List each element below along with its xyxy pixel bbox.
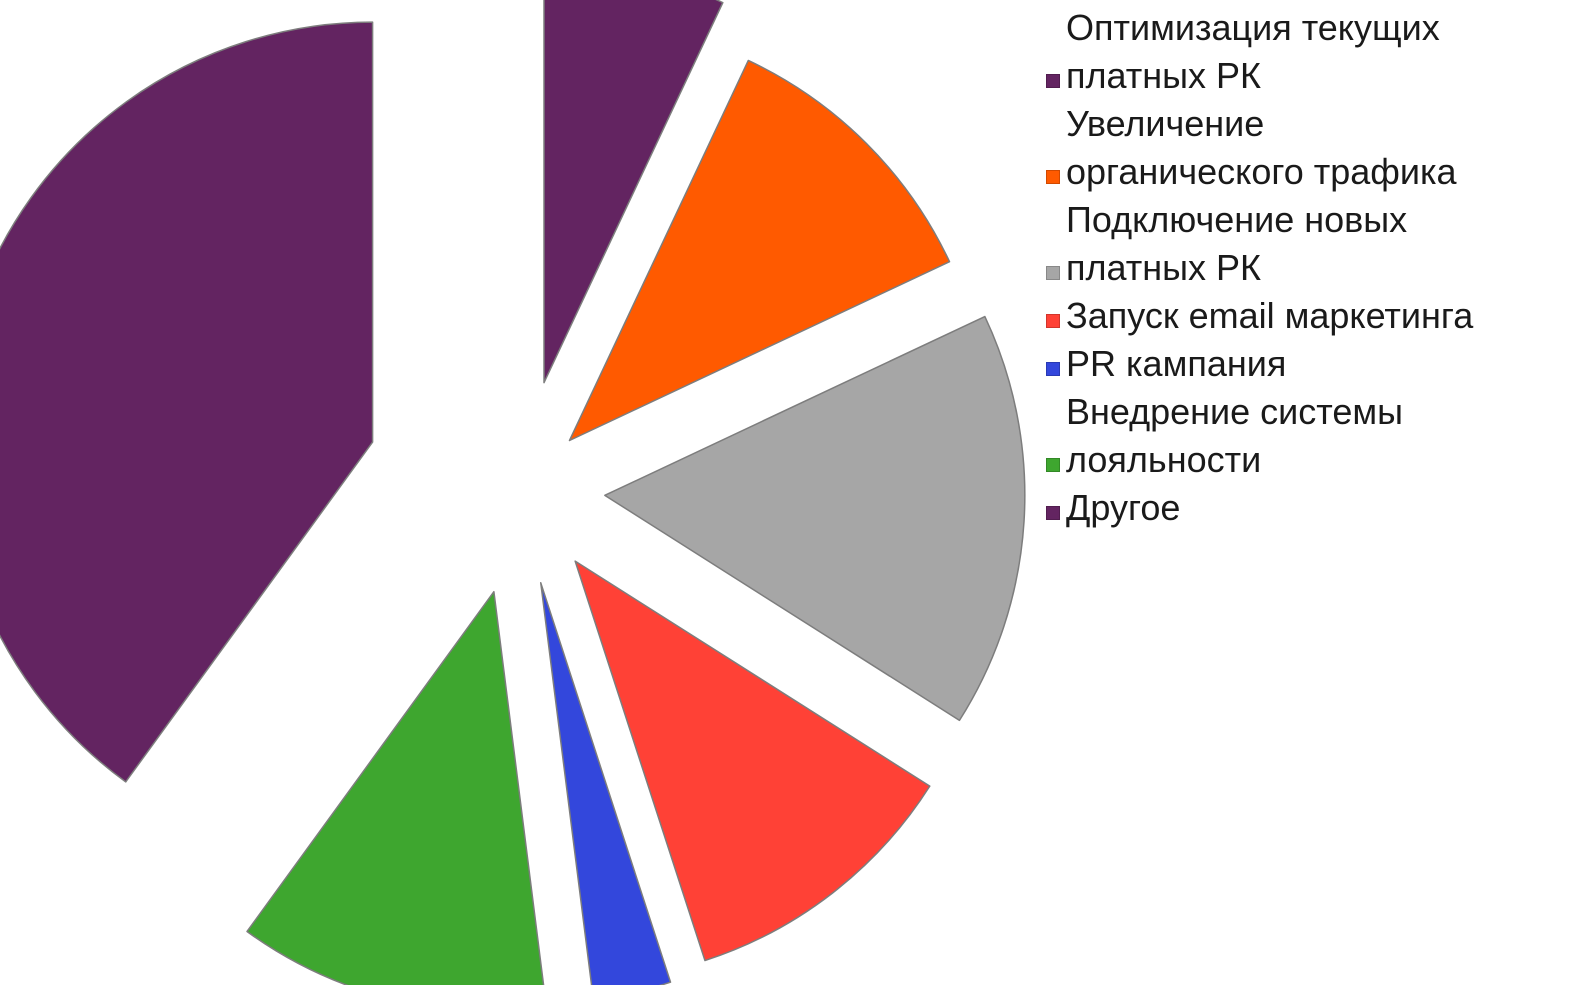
pie-plot-area — [0, 0, 1026, 985]
legend-item-3: Подключение новых платных РК — [1045, 196, 1575, 292]
legend-swatch-icon — [1046, 506, 1060, 520]
legend-swatch-icon — [1046, 458, 1060, 472]
legend-item-7: Другое — [1045, 484, 1575, 532]
legend-label: Оптимизация текущих платных РК — [1066, 7, 1440, 96]
legend-item-6: Внедрение системы лояльности — [1045, 388, 1575, 484]
legend-item-1: Оптимизация текущих платных РК — [1045, 4, 1575, 100]
legend-item-5: PR кампания — [1045, 340, 1575, 388]
legend-label: Запуск email маркетинга — [1066, 295, 1474, 336]
legend-swatch-icon — [1046, 266, 1060, 280]
legend-label: PR кампания — [1066, 343, 1287, 384]
legend-label: Увеличение органического трафика — [1066, 103, 1457, 192]
pie-slice-2 — [568, 59, 951, 442]
pie-slice-5 — [539, 581, 672, 985]
legend-item-2: Увеличение органического трафика — [1045, 100, 1575, 196]
legend-swatch-icon — [1046, 314, 1060, 328]
pie-slice-4 — [574, 560, 931, 962]
pie-slice-6 — [246, 590, 545, 985]
legend-label: Другое — [1066, 487, 1181, 528]
legend-label: Внедрение системы лояльности — [1066, 391, 1404, 480]
pie-slice-3 — [604, 315, 1026, 722]
legend-swatch-icon — [1046, 74, 1060, 88]
pie-slice-7 — [0, 21, 374, 783]
legend-swatch-icon — [1046, 170, 1060, 184]
chart-legend: Оптимизация текущих платных РК Увеличение… — [1045, 4, 1575, 532]
legend-item-4: Запуск email маркетинга — [1045, 292, 1575, 340]
pie-slice-1 — [543, 0, 724, 384]
legend-swatch-icon — [1046, 362, 1060, 376]
legend-label: Подключение новых платных РК — [1066, 199, 1408, 288]
